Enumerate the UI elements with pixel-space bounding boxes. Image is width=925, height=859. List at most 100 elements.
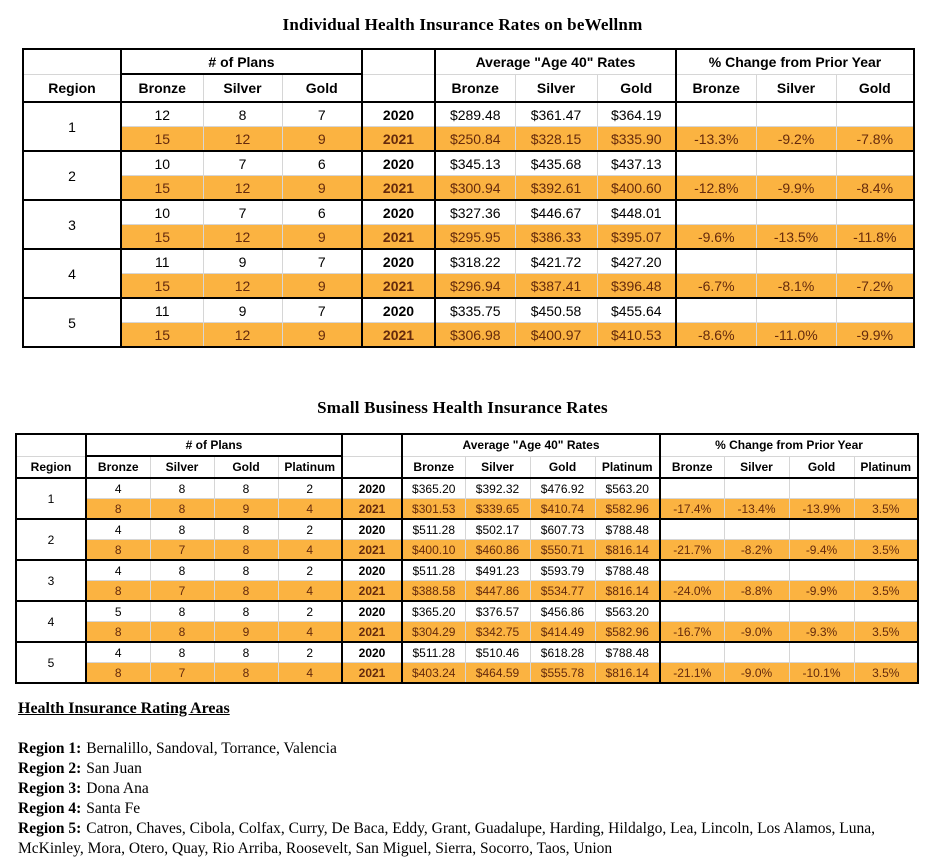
region-cell: 1 xyxy=(22,101,122,152)
change-cell: -8.8% xyxy=(723,580,790,602)
region-areas: Catron, Chaves, Cibola, Colfax, Curry, D… xyxy=(18,820,876,857)
plan-count-cell: 8 xyxy=(85,621,151,643)
change-cell xyxy=(788,559,855,581)
region-label: Region 5: xyxy=(18,820,82,837)
rate-cell: $447.86 xyxy=(464,580,531,602)
rate-cell: $421.72 xyxy=(514,248,598,274)
individual-rates-table: # of Plans Average "Age 40" Rates % Chan… xyxy=(22,48,916,348)
plan-count-cell: 4 xyxy=(85,477,151,499)
header-rates-gold: Gold xyxy=(529,455,596,479)
table-row: 5 11 9 7 2020 $335.75 $450.58 $455.64 xyxy=(22,297,915,348)
change-cell: -17.4% xyxy=(659,498,725,520)
region-definition-5: Region 5: Catron, Chaves, Cibola, Colfax,… xyxy=(18,819,907,859)
header-plans-gold: Gold xyxy=(213,455,279,479)
change-cell: -16.7% xyxy=(659,621,725,643)
change-cell: -11.8% xyxy=(835,224,915,250)
rate-cell: $450.58 xyxy=(514,297,598,323)
header-change-gold: Gold xyxy=(788,455,855,479)
rate-cell: $327.36 xyxy=(434,199,516,225)
region-definition-4: Region 4: Santa Fe xyxy=(18,799,907,819)
plan-count-cell: 15 xyxy=(120,322,204,348)
change-cell xyxy=(723,600,790,622)
table-row: 3 10 7 6 2020 $327.36 $446.67 $448.01 xyxy=(22,199,915,250)
change-cell: -7.8% xyxy=(835,126,915,152)
region-cell: 4 xyxy=(22,248,122,299)
change-cell: -9.0% xyxy=(723,621,790,643)
region-definition-2: Region 2: San Juan xyxy=(18,759,907,779)
plan-count-cell: 8 xyxy=(213,539,279,561)
plan-count-cell: 7 xyxy=(149,580,215,602)
plan-count-cell: 9 xyxy=(281,322,363,348)
rate-cell: $816.14 xyxy=(594,662,661,684)
rate-cell: $342.75 xyxy=(464,621,531,643)
plan-count-cell: 5 xyxy=(85,600,151,622)
header-change-bronze: Bronze xyxy=(659,455,725,479)
plan-count-cell: 4 xyxy=(277,539,343,561)
table-row: 2 10 7 6 2020 $345.13 $435.68 $437.13 xyxy=(22,150,915,201)
rate-cell: $365.20 xyxy=(401,600,466,622)
plan-count-cell: 11 xyxy=(120,297,204,323)
plan-count-cell: 15 xyxy=(120,224,204,250)
rate-cell: $593.79 xyxy=(529,559,596,581)
change-cell xyxy=(788,518,855,540)
plan-count-cell: 9 xyxy=(281,126,363,152)
rate-cell: $410.74 xyxy=(529,498,596,520)
rate-cell: $318.22 xyxy=(434,248,516,274)
change-cell xyxy=(835,248,915,274)
table-row: 8 8 9 4 2021 $304.29 $342.75 $414.49 $582.96 -16.… xyxy=(16,621,919,643)
table-row: 4 5 8 8 2 2020 $365.20 $376.57 $456.86 $563.20 xyxy=(15,600,919,643)
change-cell xyxy=(675,150,757,176)
plan-count-cell: 2 xyxy=(277,559,343,581)
rate-cell: $345.13 xyxy=(434,150,516,176)
plan-count-cell: 2 xyxy=(277,641,343,663)
plan-count-cell: 7 xyxy=(149,662,215,684)
table-header-column-row: Region Bronze Silver Gold Platinum Bronz… xyxy=(15,455,919,479)
header-region: Region xyxy=(22,73,122,103)
change-cell: -9.0% xyxy=(723,662,790,684)
year-cell: 2020 xyxy=(341,559,403,581)
change-cell: -9.3% xyxy=(788,621,855,643)
table-row: 15 12 9 2021 $296.94 $387.41 $396.48 -6.7% -8.1%… xyxy=(23,273,915,299)
year-cell: 2021 xyxy=(361,322,436,348)
plan-count-cell: 6 xyxy=(281,199,363,225)
change-cell xyxy=(853,559,919,581)
table-row: 8 7 8 4 2021 $388.58 $447.86 $534.77 $816.14 -24.… xyxy=(16,580,919,602)
plan-count-cell: 9 xyxy=(281,175,363,201)
table-row: 8 7 8 4 2021 $403.24 $464.59 $555.78 $816.14 -21.… xyxy=(16,662,919,684)
rate-cell: $396.48 xyxy=(596,273,677,299)
rate-cell: $788.48 xyxy=(594,518,661,540)
region-definition-1: Region 1: Bernalillo, Sandoval, Torrance,… xyxy=(18,739,907,759)
region-areas: Dona Ana xyxy=(86,780,149,797)
region-cell: 4 xyxy=(15,600,87,643)
header-rates-gold: Gold xyxy=(596,73,677,103)
header-plans-gold: Gold xyxy=(281,73,363,103)
rate-cell: $446.67 xyxy=(514,199,598,225)
rate-cell: $400.60 xyxy=(596,175,677,201)
header-rates-silver: Silver xyxy=(464,455,531,479)
year-column-blank-header xyxy=(361,48,436,75)
rate-cell: $582.96 xyxy=(594,498,661,520)
change-cell: 3.5% xyxy=(853,580,919,602)
change-cell xyxy=(853,518,919,540)
plan-count-cell: 8 xyxy=(213,641,279,663)
rate-cell: $300.94 xyxy=(434,175,516,201)
region-areas: San Juan xyxy=(86,760,142,777)
plan-count-cell: 15 xyxy=(120,273,204,299)
year-cell: 2021 xyxy=(361,126,436,152)
year-cell: 2020 xyxy=(341,477,403,499)
year-column-blank-header xyxy=(341,455,403,479)
plan-count-cell: 10 xyxy=(120,199,204,225)
rate-cell: $414.49 xyxy=(529,621,596,643)
header-plans-silver: Silver xyxy=(202,73,283,103)
plan-count-cell: 8 xyxy=(149,498,215,520)
plan-count-cell: 4 xyxy=(277,580,343,602)
table-row: 15 12 9 2021 $306.98 $400.97 $410.53 -8.6% -11.0… xyxy=(23,322,915,348)
rate-cell: $295.95 xyxy=(434,224,516,250)
rate-cell: $607.73 xyxy=(529,518,596,540)
change-cell: -10.1% xyxy=(788,662,855,684)
change-cell xyxy=(675,199,757,225)
change-cell xyxy=(675,248,757,274)
rate-cell: $364.19 xyxy=(596,101,677,127)
change-cell xyxy=(755,248,837,274)
plan-count-cell: 7 xyxy=(281,248,363,274)
